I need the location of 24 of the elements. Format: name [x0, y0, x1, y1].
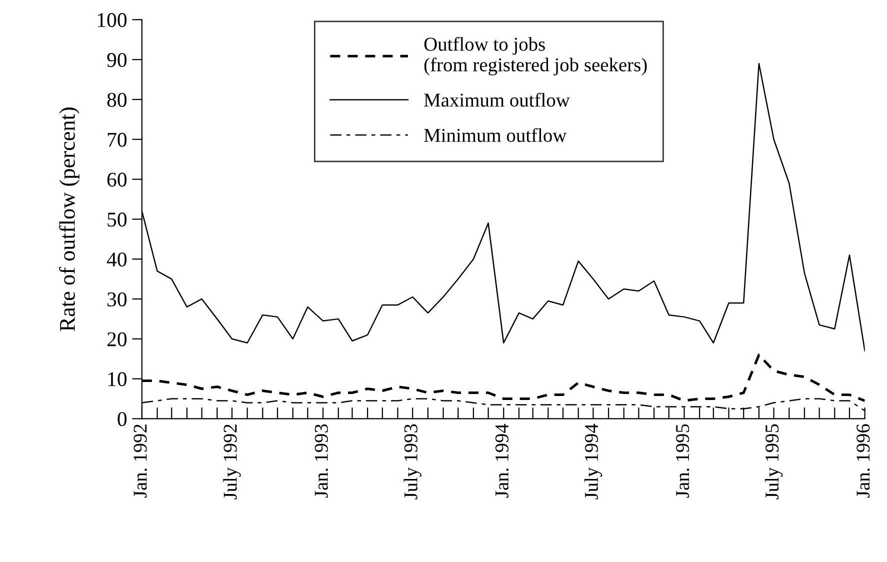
y-tick-label: 80	[107, 92, 127, 107]
legend-label: Maximum outflow	[424, 92, 570, 107]
x-tick-label: July 1993	[404, 424, 422, 500]
y-tick-label: 70	[108, 132, 127, 147]
y-tick-label: 0	[118, 412, 127, 426]
y-tick-label: 20	[107, 332, 127, 346]
x-tick-label: July 1994	[584, 424, 602, 500]
y-tick-label: 50	[108, 212, 127, 227]
legend-label: Outflow to jobs (from registered job seekers)	[424, 36, 647, 76]
x-tick-label: Jan. 1992	[134, 424, 147, 498]
x-tick-label: Jan. 1995	[676, 424, 690, 498]
y-tick-label: 10	[108, 372, 127, 386]
x-tick-label: Jan. 1993	[314, 424, 328, 498]
x-tick-label: July 1995	[764, 424, 783, 500]
y-tick-label: 40	[106, 252, 127, 267]
x-tick-label: Jan. 1996	[856, 424, 870, 498]
y-tick-label: 100	[98, 13, 127, 28]
x-tick-label: Jan. 1994	[495, 424, 509, 498]
y-axis-title: Rate of outflow (percent)	[59, 108, 80, 332]
y-tick-label: 60	[107, 172, 127, 187]
x-tick-label: July 1992	[223, 424, 241, 500]
legend-label: Minimum outflow	[424, 128, 567, 142]
y-tick-label: 30	[108, 292, 127, 306]
y-tick-label: 90	[107, 52, 127, 68]
